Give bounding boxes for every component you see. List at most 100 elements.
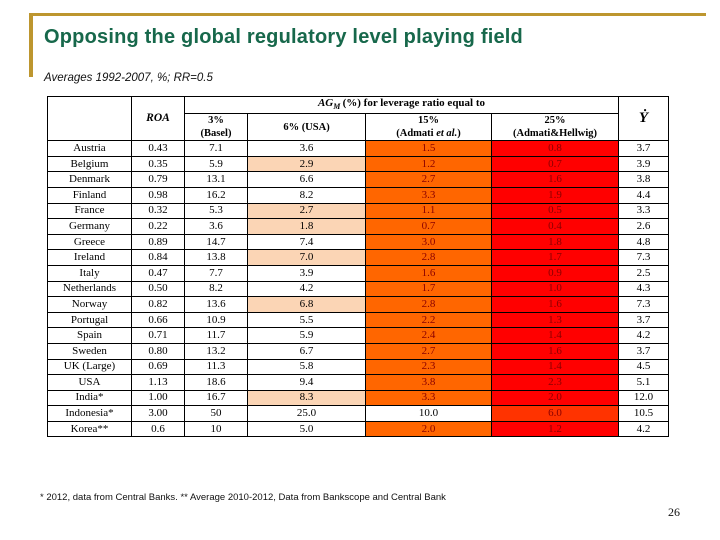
basel3-cell: 13.6 — [184, 296, 248, 313]
corner-cell — [47, 95, 132, 142]
usa6-cell: 3.6 — [247, 140, 366, 157]
usa6-cell: 6.6 — [247, 171, 366, 188]
hellwig25-cell: 1.4 — [491, 358, 619, 376]
subtitle: Averages 1992-2007, %; RR=0.5 — [44, 72, 213, 84]
y-cell: 2.6 — [618, 218, 669, 235]
usa6-cell: 5.8 — [247, 358, 366, 376]
table-row: Denmark 0.79 13.1 6.6 2.7 1.6 3.8 — [47, 171, 669, 188]
table-row: Norway 0.82 13.6 6.8 2.8 1.6 7.3 — [47, 296, 669, 313]
admati15-cell: 2.4 — [365, 327, 492, 344]
usa6-cell: 6.8 — [247, 296, 366, 313]
basel3-cell: 5.3 — [184, 202, 248, 220]
basel3-cell: 13.1 — [184, 171, 248, 188]
admati15-cell: 2.2 — [365, 311, 492, 329]
country-leverage-table: ROA AGM (%) for leverage ratio equal to … — [47, 95, 669, 438]
table-row: India* 1.00 16.7 8.3 3.3 2.0 12.0 — [47, 389, 669, 407]
y-cell: 3.7 — [618, 311, 669, 329]
table-row: Sweden 0.80 13.2 6.7 2.7 1.6 3.7 — [47, 342, 669, 360]
column-header-roa: ROA — [131, 95, 185, 142]
country-cell: Belgium — [47, 155, 132, 173]
top-accent-line — [30, 13, 706, 16]
roa-cell: 0.32 — [131, 202, 185, 220]
country-cell: India* — [47, 389, 132, 407]
hellwig25-cell: 2.3 — [491, 374, 619, 391]
column-header-basel3: 3% (Basel) — [184, 113, 248, 142]
basel3-cell: 14.7 — [184, 233, 248, 251]
y-cell: 4.4 — [618, 186, 669, 204]
country-cell: UK (Large) — [47, 358, 132, 376]
table-body: Austria 0.43 7.1 3.6 1.5 0.8 3.7 Belgium 0.35 5.9… — [47, 140, 669, 438]
y-cell: 4.2 — [618, 327, 669, 344]
roa-cell: 0.50 — [131, 280, 185, 298]
roa-cell: 0.66 — [131, 311, 185, 329]
footnote: * 2012, data from Central Banks. ** Aver… — [40, 492, 446, 503]
basel3-cell: 7.1 — [184, 140, 248, 157]
roa-cell: 0.35 — [131, 155, 185, 173]
page-title: Opposing the global regulatory level pla… — [44, 26, 523, 48]
basel3-cell: 5.9 — [184, 155, 248, 173]
basel3-cell: 16.2 — [184, 186, 248, 204]
y-cell: 3.7 — [618, 140, 669, 157]
basel3-cell: 7.7 — [184, 264, 248, 282]
basel3-cell: 11.7 — [184, 327, 248, 344]
column-header-hellwig25: 25% (Admati&Hellwig) — [491, 113, 619, 142]
roa-cell: 1.13 — [131, 374, 185, 391]
hellwig25-cell: 1.9 — [491, 186, 619, 204]
admati15-cell: 2.0 — [365, 420, 492, 438]
table-row: Korea** 0.6 10 5.0 2.0 1.2 4.2 — [47, 420, 669, 438]
y-cell: 12.0 — [618, 389, 669, 407]
usa6-cell: 5.9 — [247, 327, 366, 344]
country-cell: USA — [47, 374, 132, 391]
basel3-cell: 10.9 — [184, 311, 248, 329]
usa6-cell: 1.8 — [247, 218, 366, 235]
usa6-cell: 7.0 — [247, 249, 366, 266]
country-cell: Germany — [47, 218, 132, 235]
admati15-cell: 3.3 — [365, 186, 492, 204]
basel3-cell: 16.7 — [184, 389, 248, 407]
admati15-cell: 1.2 — [365, 155, 492, 173]
roa-cell: 0.71 — [131, 327, 185, 344]
column-header-admati15: 15% (Admati et al.) — [365, 113, 492, 142]
roa-cell: 1.00 — [131, 389, 185, 407]
admati15-cell: 1.7 — [365, 280, 492, 298]
table-row: Finland 0.98 16.2 8.2 3.3 1.9 4.4 — [47, 186, 669, 204]
admati15-cell: 1.5 — [365, 140, 492, 157]
page-number: 26 — [668, 505, 680, 519]
basel3-cell: 11.3 — [184, 358, 248, 376]
column-group-header-agm: AGM (%) for leverage ratio equal to — [184, 95, 619, 115]
y-cell: 4.8 — [618, 233, 669, 251]
column-header-usa6: 6% (USA) — [247, 113, 366, 142]
y-cell: 3.7 — [618, 342, 669, 360]
hellwig25-cell: 0.5 — [491, 202, 619, 220]
admati15-cell: 3.8 — [365, 374, 492, 391]
usa6-cell: 25.0 — [247, 405, 366, 422]
usa6-cell: 7.4 — [247, 233, 366, 251]
table-row: Italy 0.47 7.7 3.9 1.6 0.9 2.5 — [47, 264, 669, 282]
roa-cell: 0.82 — [131, 296, 185, 313]
hellwig25-cell: 1.7 — [491, 249, 619, 266]
y-cell: 2.5 — [618, 264, 669, 282]
country-cell: Ireland — [47, 249, 132, 266]
admati15-cell: 1.6 — [365, 264, 492, 282]
usa6-cell: 5.5 — [247, 311, 366, 329]
country-cell: Spain — [47, 327, 132, 344]
y-cell: 4.2 — [618, 420, 669, 438]
basel3-cell: 18.6 — [184, 374, 248, 391]
column-header-y: Ẏ — [618, 95, 669, 142]
basel3-cell: 13.2 — [184, 342, 248, 360]
hellwig25-cell: 1.3 — [491, 311, 619, 329]
y-cell: 5.1 — [618, 374, 669, 391]
y-cell: 3.8 — [618, 171, 669, 188]
country-cell: Portugal — [47, 311, 132, 329]
y-cell: 10.5 — [618, 405, 669, 422]
y-cell: 3.3 — [618, 202, 669, 220]
hellwig25-cell: 2.0 — [491, 389, 619, 407]
usa6-cell: 5.0 — [247, 420, 366, 438]
roa-cell: 0.80 — [131, 342, 185, 360]
basel3-cell: 13.8 — [184, 249, 248, 266]
admati15-cell: 3.0 — [365, 233, 492, 251]
country-cell: Denmark — [47, 171, 132, 188]
basel3-cell: 8.2 — [184, 280, 248, 298]
hellwig25-cell: 1.0 — [491, 280, 619, 298]
